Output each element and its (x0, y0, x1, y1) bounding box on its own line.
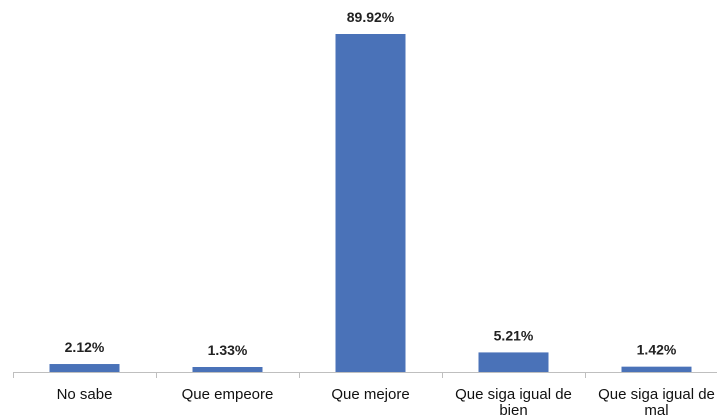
category-label-2: Que empeore (182, 386, 274, 403)
data-label-4: 5.21% (494, 327, 534, 343)
data-label-5: 1.42% (637, 342, 677, 358)
bars-layer (49, 34, 692, 372)
bar-2 (192, 367, 263, 372)
category-label-5: Que siga igual de mal (598, 386, 715, 419)
category-label-3: Que mejore (331, 386, 409, 403)
bar-1 (49, 364, 120, 372)
category-label-4: Que siga igual de bien (455, 386, 572, 419)
bar-5 (621, 366, 692, 372)
value-labels: 2.12% 1.33% 89.92% 5.21% 1.42% (65, 9, 677, 358)
x-axis-ticks (13, 372, 586, 378)
bar-3 (335, 34, 406, 372)
data-label-2: 1.33% (208, 342, 248, 358)
bar-4 (478, 352, 549, 372)
category-label-1: No sabe (57, 386, 113, 403)
data-label-3: 89.92% (347, 9, 395, 25)
category-labels: No sabe Que empeore Que mejore Que siga igu… (57, 386, 715, 419)
data-label-1: 2.12% (65, 339, 105, 355)
